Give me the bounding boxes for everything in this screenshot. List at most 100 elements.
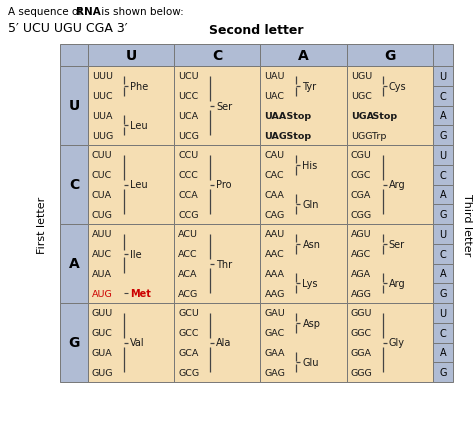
Bar — [60, 146, 88, 224]
Text: GAU: GAU — [264, 309, 285, 318]
Text: Pro: Pro — [216, 180, 232, 190]
Text: AGU: AGU — [351, 230, 371, 239]
Bar — [88, 67, 174, 146]
Text: GCU: GCU — [178, 309, 199, 318]
Text: AUU: AUU — [92, 230, 112, 239]
Text: UAU: UAU — [264, 72, 285, 81]
Text: GCC: GCC — [178, 329, 199, 337]
Text: CGG: CGG — [351, 210, 372, 219]
Bar — [261, 45, 347, 67]
Text: Cys: Cys — [389, 82, 406, 92]
Text: RNA: RNA — [76, 7, 101, 17]
Bar — [347, 303, 433, 382]
Text: C: C — [439, 328, 447, 338]
Text: Lys: Lys — [302, 279, 318, 289]
Text: AUG: AUG — [92, 289, 113, 298]
Bar — [433, 185, 453, 205]
Text: CCG: CCG — [178, 210, 199, 219]
Text: CAA: CAA — [264, 191, 284, 199]
Text: CAG: CAG — [264, 210, 285, 219]
Text: Ile: Ile — [130, 249, 142, 259]
Text: CGA: CGA — [351, 191, 371, 199]
Bar — [261, 67, 347, 146]
Text: ACG: ACG — [178, 289, 199, 298]
Text: G: G — [384, 49, 396, 63]
Text: C: C — [212, 49, 222, 63]
Text: A: A — [69, 257, 79, 271]
Text: Stop: Stop — [280, 132, 311, 140]
Text: Thr: Thr — [216, 259, 232, 269]
Text: GAG: GAG — [264, 368, 285, 377]
Text: UUG: UUG — [92, 132, 113, 140]
Bar — [433, 323, 453, 343]
Text: Tyr: Tyr — [302, 82, 317, 92]
Bar — [88, 45, 174, 67]
Text: GAA: GAA — [264, 348, 285, 357]
Text: AAU: AAU — [264, 230, 285, 239]
Text: UCA: UCA — [178, 112, 199, 121]
Text: G: G — [68, 336, 80, 350]
Bar — [433, 165, 453, 185]
Text: GCG: GCG — [178, 368, 200, 377]
Bar — [433, 224, 453, 244]
Text: AAC: AAC — [264, 250, 284, 259]
Bar — [433, 126, 453, 146]
Text: UGC: UGC — [351, 92, 372, 101]
Text: UCG: UCG — [178, 132, 199, 140]
Text: GAC: GAC — [264, 329, 285, 337]
Text: GUC: GUC — [92, 329, 113, 337]
Text: A sequence of: A sequence of — [8, 7, 85, 17]
Bar — [433, 146, 453, 165]
Text: Stop: Stop — [280, 112, 311, 121]
Bar — [433, 45, 453, 67]
Bar — [347, 67, 433, 146]
Text: UCU: UCU — [178, 72, 199, 81]
Text: CGU: CGU — [351, 151, 372, 160]
Text: UUC: UUC — [92, 92, 113, 101]
Bar — [88, 303, 174, 382]
Text: Phe: Phe — [130, 82, 148, 92]
Text: U: U — [126, 49, 137, 63]
Text: AAG: AAG — [264, 289, 285, 298]
Text: GUA: GUA — [92, 348, 113, 357]
Bar — [60, 303, 88, 382]
Bar — [433, 244, 453, 264]
Text: AAA: AAA — [264, 269, 284, 278]
Text: UGA: UGA — [351, 112, 374, 121]
Bar — [433, 303, 453, 323]
Text: Gln: Gln — [302, 200, 319, 210]
Text: Arg: Arg — [389, 180, 405, 190]
Text: GUG: GUG — [92, 368, 113, 377]
Text: C: C — [439, 92, 447, 102]
Bar — [433, 362, 453, 382]
Text: CUG: CUG — [92, 210, 113, 219]
Text: G: G — [439, 210, 447, 220]
Text: U: U — [68, 99, 80, 113]
Bar — [433, 343, 453, 362]
Bar — [347, 224, 433, 303]
Text: Third letter: Third letter — [462, 194, 472, 256]
Text: CAU: CAU — [264, 151, 284, 160]
Text: UAG: UAG — [264, 132, 287, 140]
Text: Ser: Ser — [216, 101, 232, 111]
Text: AUA: AUA — [92, 269, 112, 278]
Text: CCU: CCU — [178, 151, 199, 160]
Bar — [347, 146, 433, 224]
Text: AGA: AGA — [351, 269, 371, 278]
Text: CUC: CUC — [92, 171, 112, 180]
Text: AUC: AUC — [92, 250, 112, 259]
Bar — [261, 303, 347, 382]
Bar — [60, 67, 88, 146]
Text: CUU: CUU — [92, 151, 113, 160]
Text: GGA: GGA — [351, 348, 372, 357]
Text: CAC: CAC — [264, 171, 284, 180]
Text: A: A — [440, 111, 447, 121]
Text: A: A — [298, 49, 309, 63]
Text: G: G — [439, 367, 447, 377]
Text: CGC: CGC — [351, 171, 371, 180]
Text: Arg: Arg — [389, 279, 405, 289]
Text: Asp: Asp — [302, 318, 320, 328]
Text: UAC: UAC — [264, 92, 284, 101]
Text: CCC: CCC — [178, 171, 198, 180]
Text: U: U — [439, 72, 447, 82]
